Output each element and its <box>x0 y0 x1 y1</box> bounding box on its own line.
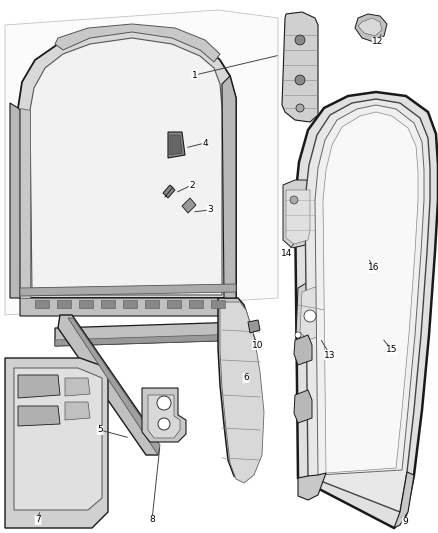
Bar <box>211 300 225 308</box>
Text: 13: 13 <box>324 351 336 359</box>
Polygon shape <box>346 275 388 350</box>
Polygon shape <box>300 287 326 340</box>
Polygon shape <box>283 180 315 248</box>
Polygon shape <box>142 388 186 442</box>
Text: 15: 15 <box>386 345 398 354</box>
Text: 6: 6 <box>243 374 249 383</box>
Polygon shape <box>18 406 60 426</box>
Text: 3: 3 <box>207 206 213 214</box>
Polygon shape <box>218 298 262 480</box>
Text: 5: 5 <box>97 425 103 434</box>
Polygon shape <box>358 18 382 36</box>
Bar <box>167 300 181 308</box>
Circle shape <box>157 396 171 410</box>
Polygon shape <box>14 368 102 510</box>
Bar <box>123 300 137 308</box>
Polygon shape <box>65 402 90 420</box>
Polygon shape <box>18 375 60 398</box>
Polygon shape <box>355 14 387 42</box>
Text: 1: 1 <box>192 70 198 79</box>
Circle shape <box>290 196 298 204</box>
Text: 8: 8 <box>149 515 155 524</box>
Circle shape <box>304 310 316 322</box>
Polygon shape <box>20 298 240 316</box>
Polygon shape <box>298 473 326 500</box>
Polygon shape <box>5 10 278 315</box>
Polygon shape <box>282 12 318 122</box>
Polygon shape <box>55 322 245 346</box>
Circle shape <box>296 104 304 112</box>
Bar <box>79 300 93 308</box>
Bar <box>145 300 159 308</box>
Text: 7: 7 <box>35 515 41 524</box>
Polygon shape <box>10 103 20 298</box>
Polygon shape <box>55 24 220 62</box>
Polygon shape <box>58 438 92 470</box>
Polygon shape <box>148 395 180 438</box>
Circle shape <box>158 418 170 430</box>
Circle shape <box>295 75 305 85</box>
Polygon shape <box>294 390 312 423</box>
Polygon shape <box>248 320 260 333</box>
Polygon shape <box>294 335 312 365</box>
Polygon shape <box>20 284 236 296</box>
Bar <box>35 300 49 308</box>
Polygon shape <box>295 92 438 528</box>
Circle shape <box>295 332 301 338</box>
Polygon shape <box>5 358 108 528</box>
Text: 12: 12 <box>372 37 384 46</box>
Polygon shape <box>286 190 310 244</box>
Polygon shape <box>20 108 30 298</box>
Polygon shape <box>338 174 375 266</box>
Polygon shape <box>296 282 330 345</box>
Polygon shape <box>68 318 160 455</box>
Polygon shape <box>163 185 175 198</box>
Bar <box>101 300 115 308</box>
Polygon shape <box>168 132 185 158</box>
Text: 14: 14 <box>281 248 293 257</box>
Text: 2: 2 <box>189 181 195 190</box>
Polygon shape <box>30 38 222 295</box>
Polygon shape <box>55 334 245 346</box>
Polygon shape <box>342 184 370 261</box>
Polygon shape <box>394 472 414 528</box>
Polygon shape <box>315 105 424 475</box>
Circle shape <box>295 35 305 45</box>
Polygon shape <box>220 302 264 483</box>
Text: 4: 4 <box>202 139 208 148</box>
Polygon shape <box>182 198 196 213</box>
Polygon shape <box>170 135 182 155</box>
Text: 10: 10 <box>252 341 264 350</box>
Polygon shape <box>323 112 418 473</box>
Text: 16: 16 <box>368 263 380 272</box>
Polygon shape <box>58 315 158 455</box>
Bar <box>189 300 203 308</box>
Polygon shape <box>65 378 90 396</box>
Text: 9: 9 <box>402 518 408 527</box>
Bar <box>57 300 71 308</box>
Polygon shape <box>305 99 430 512</box>
Polygon shape <box>18 30 236 298</box>
Polygon shape <box>352 280 386 345</box>
Polygon shape <box>222 76 236 298</box>
